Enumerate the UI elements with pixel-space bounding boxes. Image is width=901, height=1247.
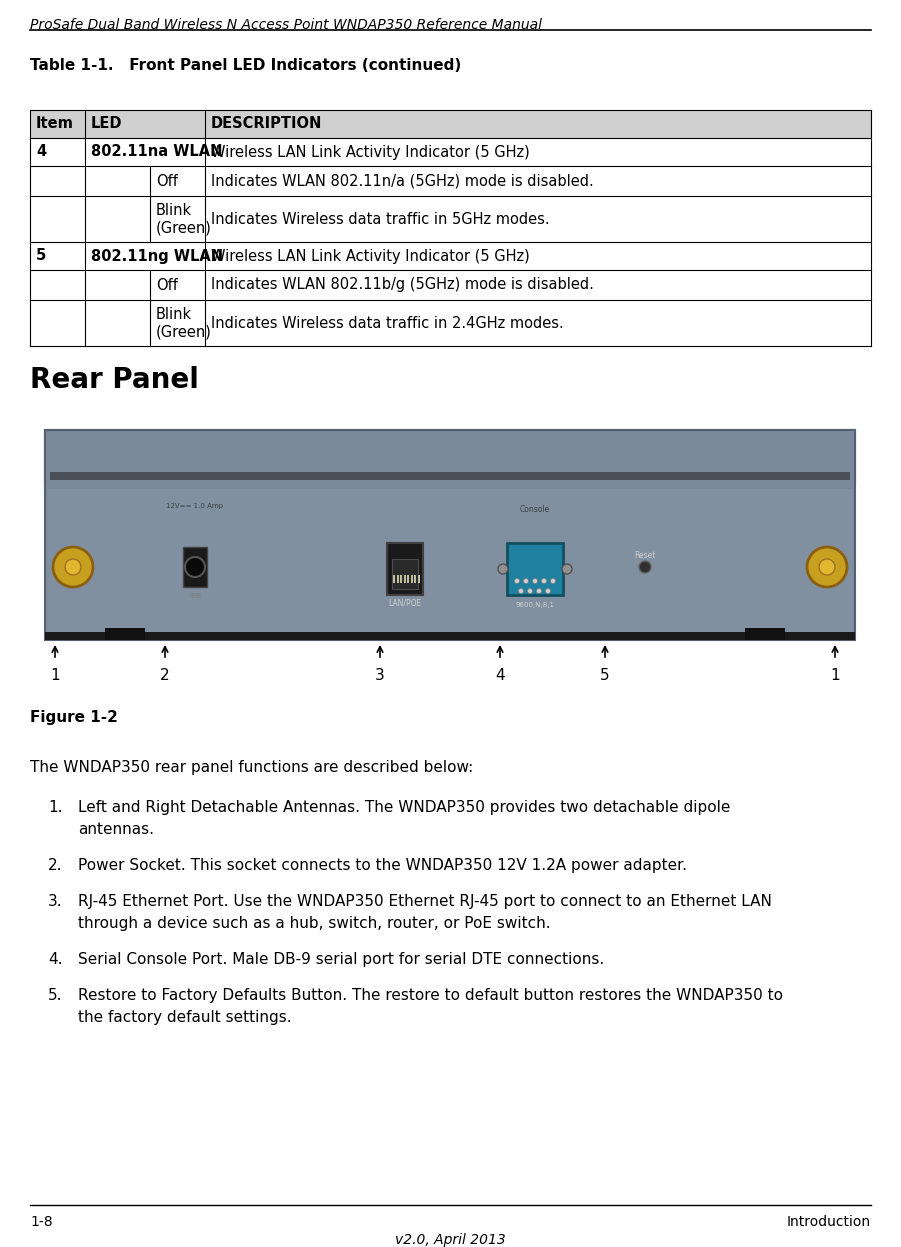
Text: LAN/POE: LAN/POE	[388, 599, 422, 607]
Text: Indicates WLAN 802.11n/a (5GHz) mode is disabled.: Indicates WLAN 802.11n/a (5GHz) mode is …	[211, 173, 594, 188]
Text: 5.: 5.	[48, 988, 62, 1003]
Bar	[45, 430, 855, 640]
Bar	[400, 575, 402, 584]
Bar	[407, 575, 409, 584]
Text: LED: LED	[91, 116, 123, 131]
Circle shape	[518, 589, 523, 594]
Text: 1.: 1.	[48, 801, 62, 816]
Text: 5: 5	[600, 668, 610, 683]
Bar	[745, 628, 785, 640]
Circle shape	[527, 589, 532, 594]
Circle shape	[819, 559, 835, 575]
Text: ⊕⊕: ⊕⊕	[188, 591, 202, 600]
Text: 3.: 3.	[48, 894, 63, 909]
Text: 2: 2	[160, 668, 169, 683]
Text: Wireless LAN Link Activity Indicator (5 GHz): Wireless LAN Link Activity Indicator (5 …	[211, 145, 530, 160]
Text: Indicates Wireless data traffic in 2.4GHz modes.: Indicates Wireless data traffic in 2.4GH…	[211, 315, 564, 330]
Text: 3: 3	[375, 668, 385, 683]
Circle shape	[53, 547, 93, 587]
Circle shape	[542, 579, 547, 584]
Bar	[507, 542, 563, 595]
Text: DESCRIPTION: DESCRIPTION	[211, 116, 323, 131]
Circle shape	[514, 579, 520, 584]
Text: Restore to Factory Defaults Button. The restore to default button restores the W: Restore to Factory Defaults Button. The …	[78, 988, 783, 1003]
Circle shape	[807, 547, 847, 587]
Text: 1-8: 1-8	[30, 1215, 52, 1230]
Bar	[387, 542, 423, 595]
Text: Left and Right Detachable Antennas. The WNDAP350 provides two detachable dipole: Left and Right Detachable Antennas. The …	[78, 801, 731, 816]
Text: Off: Off	[156, 278, 177, 293]
Text: 9600,N,8,1: 9600,N,8,1	[515, 602, 554, 609]
Circle shape	[523, 579, 529, 584]
Text: Serial Console Port. Male DB-9 serial port for serial DTE connections.: Serial Console Port. Male DB-9 serial po…	[78, 951, 605, 966]
Circle shape	[536, 589, 542, 594]
Circle shape	[551, 579, 556, 584]
Text: Indicates Wireless data traffic in 5GHz modes.: Indicates Wireless data traffic in 5GHz …	[211, 212, 550, 227]
Text: Wireless LAN Link Activity Indicator (5 GHz): Wireless LAN Link Activity Indicator (5 …	[211, 248, 530, 263]
Text: RJ-45 Ethernet Port. Use the WNDAP350 Ethernet RJ-45 port to connect to an Ether: RJ-45 Ethernet Port. Use the WNDAP350 Et…	[78, 894, 772, 909]
Text: 802.11ng WLAN: 802.11ng WLAN	[91, 248, 223, 263]
Text: Indicates WLAN 802.11b/g (5GHz) mode is disabled.: Indicates WLAN 802.11b/g (5GHz) mode is …	[211, 278, 594, 293]
Text: Power Socket. This socket connects to the WNDAP350 12V 1.2A power adapter.: Power Socket. This socket connects to th…	[78, 858, 687, 873]
Text: Rear Panel: Rear Panel	[30, 367, 199, 394]
Text: Blink
(Green): Blink (Green)	[156, 307, 212, 339]
Bar	[392, 559, 418, 589]
Circle shape	[498, 564, 508, 574]
Bar	[30, 110, 871, 138]
Text: 4.: 4.	[48, 951, 62, 966]
Text: 1: 1	[50, 668, 59, 683]
Text: the factory default settings.: the factory default settings.	[78, 1010, 292, 1025]
Text: The WNDAP350 rear panel functions are described below:: The WNDAP350 rear panel functions are de…	[30, 759, 473, 774]
Text: through a device such as a hub, switch, router, or PoE switch.: through a device such as a hub, switch, …	[78, 917, 551, 932]
Bar	[393, 575, 395, 584]
Text: Table 1-1.   Front Panel LED Indicators (continued): Table 1-1. Front Panel LED Indicators (c…	[30, 59, 461, 74]
Text: Reset: Reset	[634, 551, 656, 560]
Text: 4: 4	[36, 145, 46, 160]
Bar	[47, 489, 853, 636]
Text: Introduction: Introduction	[787, 1215, 871, 1230]
Bar	[414, 575, 416, 584]
Bar	[404, 575, 405, 584]
Circle shape	[562, 564, 572, 574]
Text: Console: Console	[520, 505, 551, 514]
Text: Blink
(Green): Blink (Green)	[156, 203, 212, 236]
Text: 4: 4	[496, 668, 505, 683]
Text: 12V== 1.0 Amp: 12V== 1.0 Amp	[167, 503, 223, 509]
Text: Figure 1-2: Figure 1-2	[30, 710, 118, 725]
Text: ProSafe Dual Band Wireless N Access Point WNDAP350 Reference Manual: ProSafe Dual Band Wireless N Access Poin…	[30, 17, 542, 32]
Bar	[411, 575, 413, 584]
Text: Off: Off	[156, 173, 177, 188]
Text: Item: Item	[36, 116, 74, 131]
Bar	[396, 575, 398, 584]
Text: 2.: 2.	[48, 858, 62, 873]
Circle shape	[545, 589, 551, 594]
Text: 802.11na WLAN: 802.11na WLAN	[91, 145, 223, 160]
Circle shape	[532, 579, 538, 584]
Bar	[45, 632, 855, 640]
Text: antennas.: antennas.	[78, 822, 154, 837]
Bar	[50, 473, 850, 480]
Text: v2.0, April 2013: v2.0, April 2013	[395, 1233, 505, 1247]
Text: 1: 1	[830, 668, 840, 683]
Bar	[105, 628, 145, 640]
Circle shape	[185, 557, 205, 577]
Circle shape	[65, 559, 81, 575]
Text: 5: 5	[36, 248, 46, 263]
Bar	[183, 547, 207, 587]
Bar	[417, 575, 420, 584]
Bar	[45, 430, 855, 485]
Circle shape	[639, 561, 651, 574]
